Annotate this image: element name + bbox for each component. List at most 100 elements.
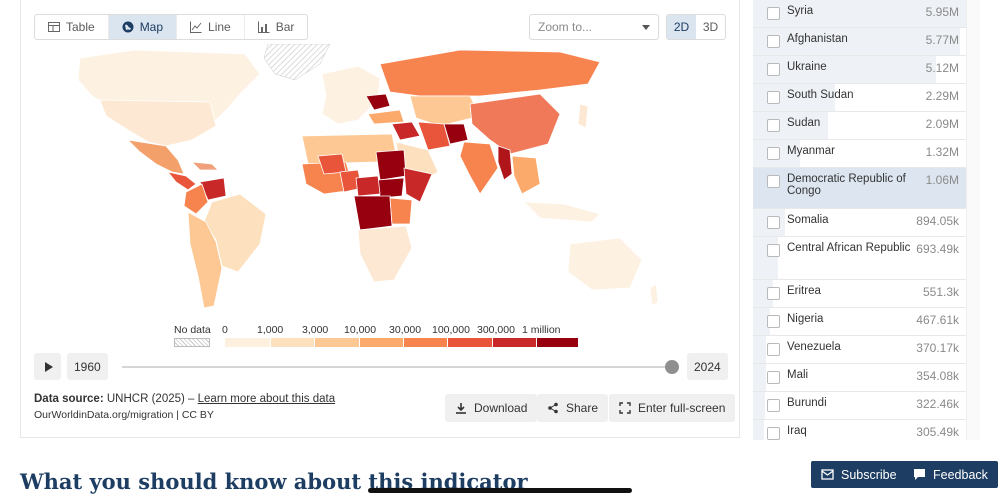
country-row[interactable]: Sudan 2.09M	[753, 112, 966, 140]
tab-map[interactable]: Map	[108, 15, 178, 39]
country-row[interactable]: Somalia 894.05k	[753, 209, 966, 237]
projection-2d-button[interactable]: 2D	[667, 15, 696, 39]
new-zealand-region[interactable]	[649, 283, 659, 307]
country-checkbox[interactable]	[767, 35, 780, 48]
country-value: 1.06M	[925, 173, 959, 187]
country-row[interactable]: Myanmar 1.32M	[753, 140, 966, 168]
country-row[interactable]: Central African Republic 693.49k	[753, 237, 966, 280]
country-checkbox[interactable]	[767, 427, 780, 440]
projection-3d-button[interactable]: 3D	[702, 20, 719, 34]
myanmar-region[interactable]	[497, 145, 513, 181]
country-checkbox[interactable]	[767, 147, 780, 160]
drc-region[interactable]	[353, 195, 393, 231]
country-row[interactable]: Iraq 305.49k	[753, 420, 966, 440]
country-value: 5.95M	[925, 5, 959, 19]
ukraine-region[interactable]	[365, 93, 391, 111]
china-region[interactable]	[469, 93, 561, 155]
subscribe-button[interactable]: Subscribe	[811, 461, 907, 488]
india-region[interactable]	[459, 141, 499, 195]
car-region[interactable]	[355, 175, 381, 197]
horn-africa-region[interactable]	[403, 167, 433, 203]
fullscreen-button[interactable]: Enter full-screen	[609, 394, 736, 422]
timeline-end-year[interactable]: 2024	[687, 353, 728, 380]
download-button[interactable]: Download	[445, 394, 538, 422]
legend-bin[interactable]	[360, 338, 404, 347]
scrollbar[interactable]	[966, 0, 980, 440]
value-bar	[753, 280, 773, 307]
country-checkbox[interactable]	[767, 216, 780, 229]
country-row[interactable]: Syria 5.95M	[753, 0, 966, 28]
timeline-track[interactable]	[122, 366, 672, 368]
tab-line[interactable]: Line	[177, 15, 245, 39]
australia-region[interactable]	[567, 237, 643, 291]
country-row[interactable]: Afghanistan 5.77M	[753, 28, 966, 56]
legend-bin[interactable]	[315, 338, 360, 347]
country-checkbox[interactable]	[767, 63, 780, 76]
se-asia-region[interactable]	[511, 155, 541, 195]
country-checkbox[interactable]	[767, 119, 780, 132]
southern-africa-region[interactable]	[357, 225, 413, 283]
country-row[interactable]: South Sudan 2.29M	[753, 84, 966, 112]
tab-table[interactable]: Table	[35, 15, 109, 39]
legend-bin[interactable]	[404, 338, 448, 347]
country-checkbox[interactable]	[767, 175, 780, 188]
usa-region[interactable]	[99, 99, 217, 147]
legend-bin[interactable]	[537, 338, 579, 347]
country-checkbox[interactable]	[767, 315, 780, 328]
legend-bin[interactable]	[271, 338, 315, 347]
legend-bin[interactable]	[448, 338, 493, 347]
license-line[interactable]: OurWorldinData.org/migration | CC BY	[34, 409, 214, 421]
indonesia-region[interactable]	[522, 201, 601, 223]
country-row[interactable]: Democratic Republic of Congo 1.06M	[753, 168, 966, 209]
europe-region[interactable]	[321, 65, 381, 125]
russia-region[interactable]	[379, 49, 601, 97]
zoom-select[interactable]: Zoom to...	[529, 14, 659, 40]
japan-region[interactable]	[577, 103, 589, 129]
globe-icon	[122, 21, 134, 33]
value-bar	[753, 56, 937, 83]
greenland-region[interactable]	[263, 44, 331, 81]
share-button[interactable]: Share	[537, 394, 609, 422]
world-map[interactable]	[40, 44, 680, 320]
east-africa-region[interactable]	[389, 197, 413, 225]
legend-tick: 1 million	[522, 324, 561, 336]
play-button[interactable]	[34, 353, 61, 380]
country-checkbox[interactable]	[767, 371, 780, 384]
country-value: 467.61k	[916, 313, 959, 327]
legend-bin[interactable]	[493, 338, 537, 347]
turkey-region[interactable]	[367, 109, 405, 125]
country-row[interactable]: Venezuela 370.17k	[753, 336, 966, 364]
country-checkbox[interactable]	[767, 287, 780, 300]
country-checkbox[interactable]	[767, 7, 780, 20]
central-asia-region[interactable]	[409, 95, 481, 127]
country-row[interactable]: Mali 354.08k	[753, 364, 966, 392]
south-sudan-region[interactable]	[377, 177, 405, 199]
afghanistan-region[interactable]	[443, 123, 469, 145]
sudan-region[interactable]	[375, 149, 407, 181]
syria-iraq-region[interactable]	[391, 121, 421, 141]
country-row[interactable]: Ukraine 5.12M	[753, 56, 966, 84]
feedback-button[interactable]: Feedback	[903, 461, 998, 488]
country-checkbox[interactable]	[767, 244, 780, 257]
central-america-region[interactable]	[166, 171, 197, 191]
country-checkbox[interactable]	[767, 399, 780, 412]
learn-more-link[interactable]: Learn more about this data	[197, 393, 336, 405]
country-row[interactable]: Nigeria 467.61k	[753, 308, 966, 336]
timeline-handle[interactable]	[665, 360, 679, 374]
projection-toggle: 2D 3D	[666, 14, 726, 40]
tab-table-label: Table	[66, 20, 95, 34]
country-name: Sudan	[787, 117, 821, 129]
andes-region[interactable]	[187, 211, 223, 309]
tab-bar[interactable]: Bar	[245, 15, 308, 39]
legend-bin[interactable]	[225, 338, 271, 347]
country-row[interactable]: Burundi 322.46k	[753, 392, 966, 420]
country-checkbox[interactable]	[767, 91, 780, 104]
timeline-start-year[interactable]: 1960	[67, 353, 108, 380]
mexico-region[interactable]	[126, 139, 185, 175]
country-checkbox[interactable]	[767, 343, 780, 356]
iran-region[interactable]	[417, 121, 451, 151]
caribbean-region[interactable]	[190, 161, 219, 171]
country-row[interactable]: Eritrea 551.3k	[753, 280, 966, 308]
home-indicator	[368, 488, 632, 493]
colombia-region[interactable]	[183, 183, 209, 215]
